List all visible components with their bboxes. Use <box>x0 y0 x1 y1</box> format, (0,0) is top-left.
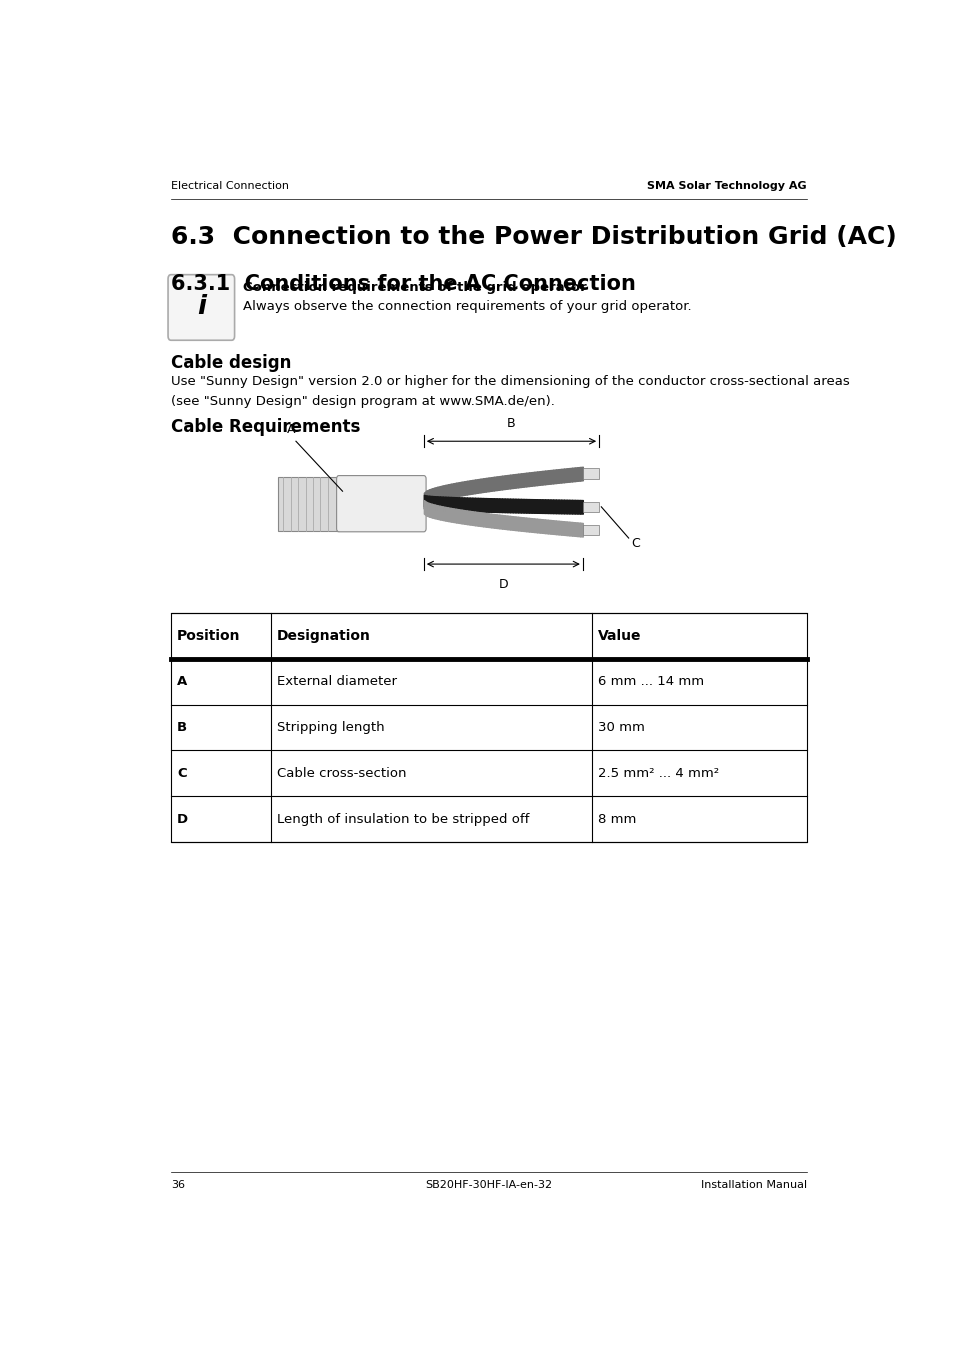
Text: (see "Sunny Design" design program at www.SMA.de/en).: (see "Sunny Design" design program at ww… <box>171 395 555 408</box>
Bar <box>171 796 806 842</box>
FancyBboxPatch shape <box>336 476 426 531</box>
Text: 36: 36 <box>171 1180 185 1190</box>
Text: D: D <box>498 577 508 591</box>
Text: Value: Value <box>598 629 641 644</box>
Text: i: i <box>196 295 206 320</box>
Text: A: A <box>176 675 187 688</box>
Text: Cable Requirements: Cable Requirements <box>171 418 360 437</box>
Text: B: B <box>176 721 187 734</box>
Text: 2.5 mm² ... 4 mm²: 2.5 mm² ... 4 mm² <box>598 767 719 780</box>
Text: Cable design: Cable design <box>171 354 291 372</box>
Text: Stripping length: Stripping length <box>276 721 384 734</box>
Text: B: B <box>507 416 516 430</box>
Text: D: D <box>176 813 188 826</box>
Text: Position: Position <box>176 629 240 644</box>
Text: C: C <box>630 537 639 550</box>
Bar <box>582 502 598 512</box>
Bar <box>171 704 806 750</box>
Bar <box>582 525 598 535</box>
Text: SMA Solar Technology AG: SMA Solar Technology AG <box>646 181 806 192</box>
Text: C: C <box>176 767 187 780</box>
Text: Length of insulation to be stripped off: Length of insulation to be stripped off <box>276 813 529 826</box>
Text: Electrical Connection: Electrical Connection <box>171 181 289 192</box>
Text: 6.3.1  Conditions for the AC Connection: 6.3.1 Conditions for the AC Connection <box>171 273 636 293</box>
Bar <box>171 750 806 796</box>
Text: A: A <box>286 423 294 437</box>
Text: Designation: Designation <box>276 629 370 644</box>
Text: 8 mm: 8 mm <box>598 813 636 826</box>
Bar <box>171 658 806 704</box>
Text: External diameter: External diameter <box>276 675 396 688</box>
Bar <box>171 612 806 658</box>
Text: Connection requirements of the grid operator: Connection requirements of the grid oper… <box>242 281 586 293</box>
Text: Always observe the connection requirements of your grid operator.: Always observe the connection requiremen… <box>242 300 691 312</box>
Text: Installation Manual: Installation Manual <box>700 1180 806 1190</box>
FancyBboxPatch shape <box>168 274 234 341</box>
Text: Cable cross-section: Cable cross-section <box>276 767 406 780</box>
Text: 30 mm: 30 mm <box>598 721 644 734</box>
Text: 6.3  Connection to the Power Distribution Grid (AC): 6.3 Connection to the Power Distribution… <box>171 224 896 249</box>
Bar <box>582 468 598 479</box>
Text: Use "Sunny Design" version 2.0 or higher for the dimensioning of the conductor c: Use "Sunny Design" version 2.0 or higher… <box>171 375 849 388</box>
Text: 6 mm ... 14 mm: 6 mm ... 14 mm <box>598 675 703 688</box>
Bar <box>171 612 806 842</box>
Bar <box>278 477 338 531</box>
Text: SB20HF-30HF-IA-en-32: SB20HF-30HF-IA-en-32 <box>425 1180 552 1190</box>
